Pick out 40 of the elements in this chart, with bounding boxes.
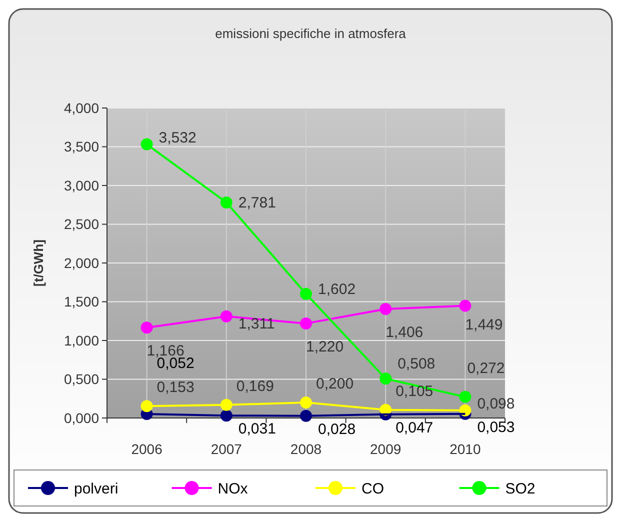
data-label: 2,781 xyxy=(238,194,276,212)
chart-title: emissioni specifiche in atmosfera xyxy=(215,26,407,41)
data-label: 0,169 xyxy=(236,378,274,395)
y-tick-label: 3,000 xyxy=(64,177,100,194)
x-tick-label: 2009 xyxy=(370,441,402,457)
y-tick-label: 0,000 xyxy=(64,410,100,426)
legend-label: NOx xyxy=(218,480,248,498)
data-label: 0,272 xyxy=(467,360,505,377)
data-label: 0,508 xyxy=(398,356,436,373)
y-tick-label: 3,500 xyxy=(64,138,100,155)
data-label: 1,220 xyxy=(306,338,344,356)
x-tick-label: 2008 xyxy=(290,441,322,457)
y-tick-label: 1,000 xyxy=(64,332,100,348)
point xyxy=(459,390,472,403)
point xyxy=(140,400,153,412)
data-label: 0,105 xyxy=(396,382,434,400)
data-label: 0,153 xyxy=(156,379,194,396)
y-tick-label: 2,000 xyxy=(64,254,100,271)
data-label: 1,602 xyxy=(318,280,356,298)
data-label: 1,311 xyxy=(238,315,275,332)
legend-label: SO2 xyxy=(505,480,536,498)
data-label: 1,449 xyxy=(465,316,503,334)
legend-label: polveri xyxy=(74,480,118,498)
x-tick-label: 2007 xyxy=(210,441,242,457)
y-tick-label: 4,000 xyxy=(64,100,100,116)
x-tick-label: 2006 xyxy=(131,441,163,457)
y-tick-label: 1,500 xyxy=(64,294,100,310)
data-label: 0,053 xyxy=(477,418,515,436)
x-tick-label: 2010 xyxy=(450,441,481,457)
data-label: 3,532 xyxy=(158,129,196,146)
y-tick-label: 2,500 xyxy=(64,216,100,232)
data-label: 0,028 xyxy=(318,420,356,438)
y-axis-title: [t/GWh] xyxy=(31,240,46,286)
data-label: 0,031 xyxy=(238,420,276,438)
data-label: 1,406 xyxy=(386,324,424,342)
y-tick-label: 0,500 xyxy=(64,371,100,388)
legend-label: CO xyxy=(362,480,384,498)
data-label: 0,200 xyxy=(316,376,354,392)
data-label: 0,047 xyxy=(396,419,434,436)
point xyxy=(140,322,153,334)
